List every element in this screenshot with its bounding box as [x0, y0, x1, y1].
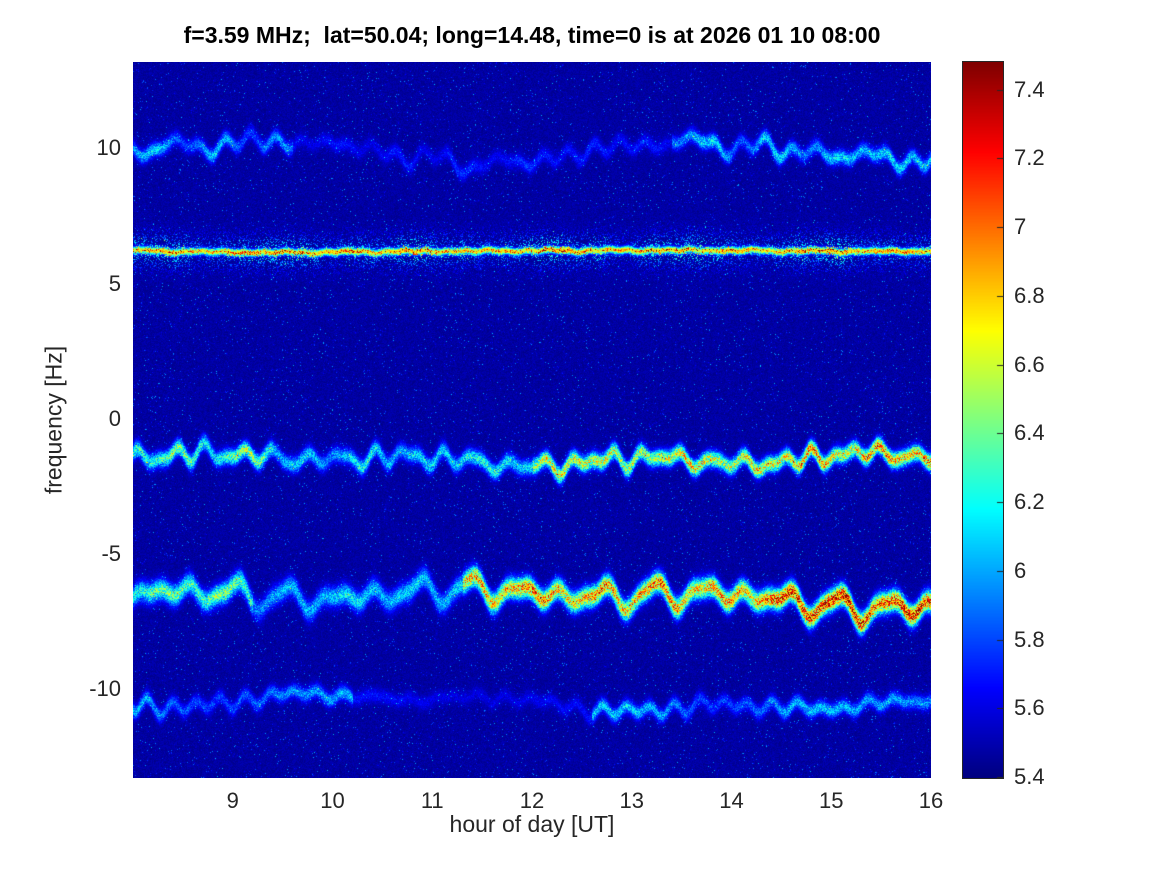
x-tick-label: 14: [719, 788, 744, 813]
x-tick-label: 10: [320, 788, 345, 813]
colorbar-tick-label: 7.2: [1014, 145, 1045, 171]
colorbar-tick-label: 5.6: [1014, 695, 1045, 721]
x-tick-label: 13: [619, 788, 644, 813]
colorbar-tick-label: 6.6: [1014, 351, 1045, 377]
x-tick-label: 11: [420, 788, 444, 813]
plot-title: f=3.59 MHz; lat=50.04; long=14.48, time=…: [183, 22, 881, 48]
colorbar-tick-label: 7.4: [1014, 76, 1045, 102]
colorbar-tick-label: 7: [1014, 214, 1027, 239]
x-tick-label: 12: [519, 788, 545, 813]
y-tick-label: 10: [96, 135, 121, 161]
y-tick-labels: 10 5 0 -5 -10: [0, 62, 121, 778]
colorbar-tick-label: 6.2: [1014, 489, 1045, 514]
x-tick-label: 9: [226, 788, 239, 813]
y-tick-label: -5: [101, 540, 121, 566]
colorbar-tick-label: 5.4: [1014, 764, 1045, 789]
colorbar-tick-labels: 5.4 5.6 5.8 6 6.2 6.4 6.6 6.8 7 7.2 7.4: [1014, 62, 1114, 790]
x-tick-labels: 9 10 11 12 13 14 15 16: [133, 788, 944, 814]
x-tick-label: 15: [819, 788, 844, 813]
y-tick-label: 5: [108, 270, 121, 296]
y-tick-label: 0: [108, 405, 121, 431]
y-tick-label: -10: [89, 675, 121, 701]
spectrogram-canvas: [133, 62, 931, 778]
colorbar-tick-label: 6: [1014, 557, 1027, 583]
colorbar-tick-label: 6.8: [1014, 282, 1045, 308]
colorbar-tick-label: 5.8: [1014, 626, 1045, 652]
colorbar-canvas: [962, 61, 1004, 779]
x-tick-label: 16: [918, 788, 944, 813]
colorbar-tick-label: 6.4: [1014, 420, 1045, 446]
x-axis-label: hour of day [UT]: [449, 811, 615, 837]
